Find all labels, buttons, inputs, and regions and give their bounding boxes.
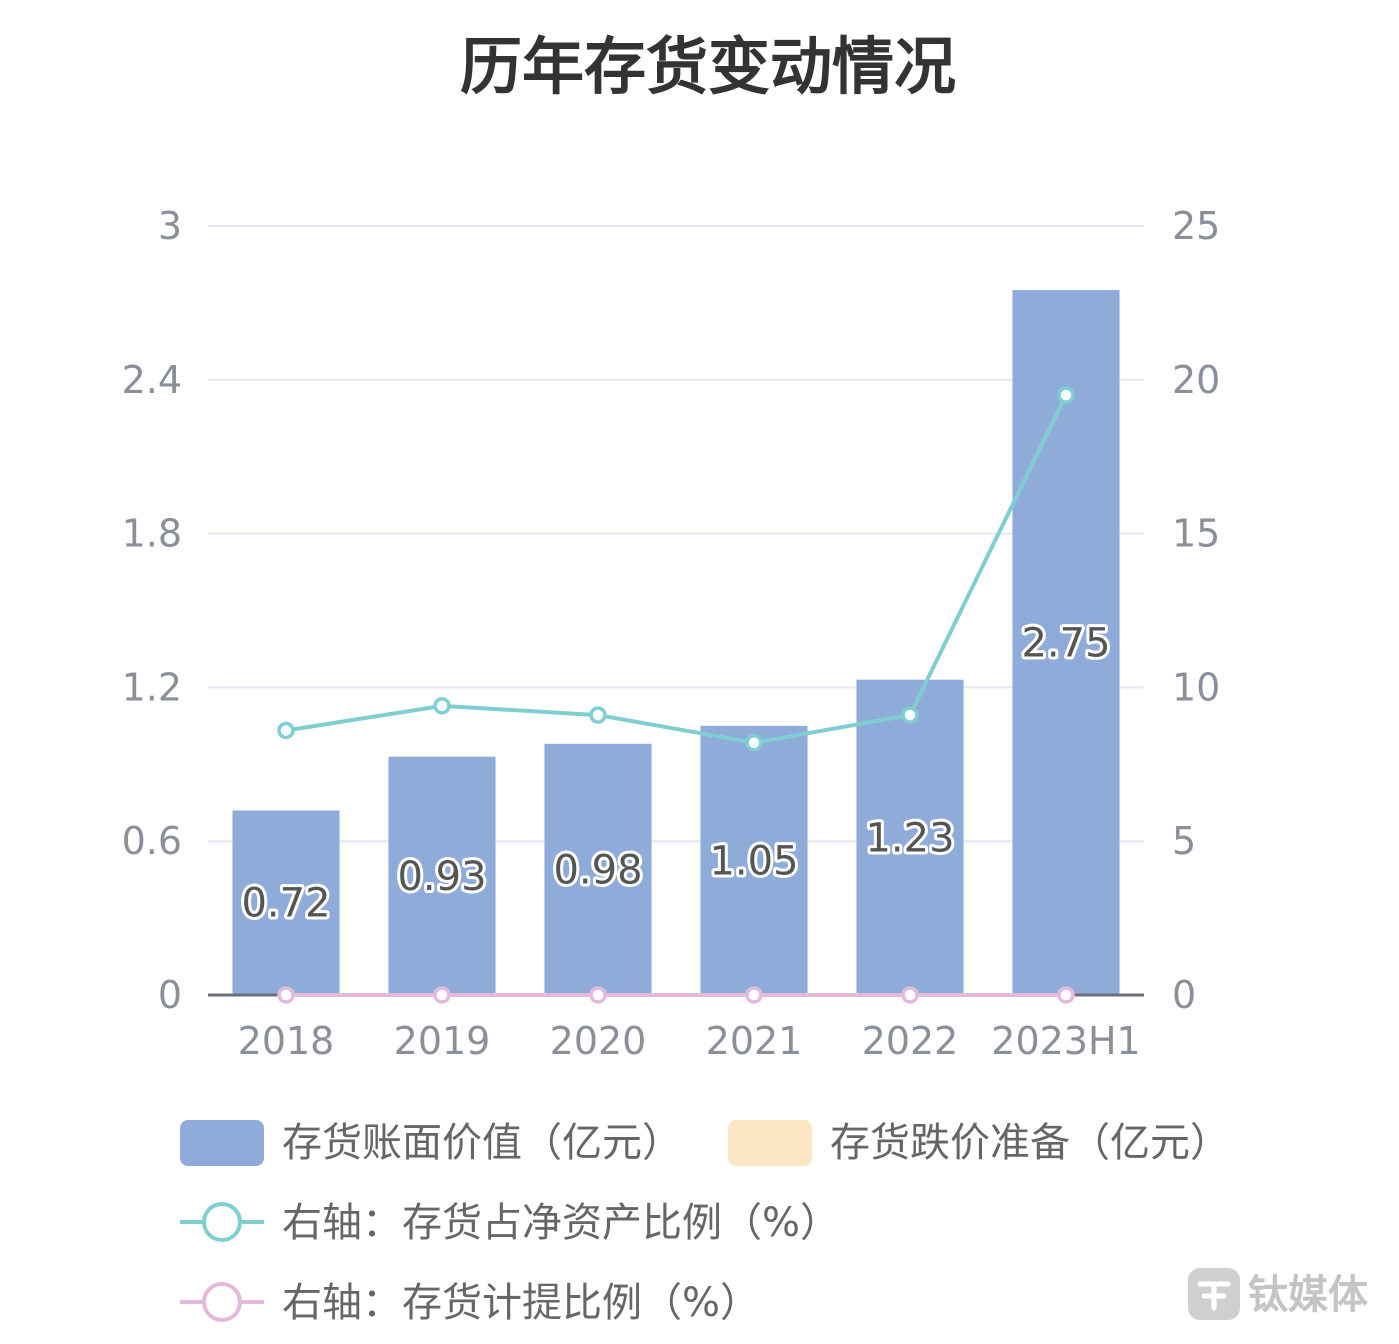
bar-data-labels: 0.72 0.93 0.98 1.05 1.23 2.75	[238, 618, 1113, 930]
point-provision-ratio	[589, 986, 607, 1004]
legend-marker-net-asset-ratio	[202, 1202, 242, 1242]
bar	[232, 810, 340, 995]
bar	[1012, 290, 1120, 995]
x-axis-tick-label: 2019	[394, 1019, 491, 1063]
point-provision-ratio	[277, 986, 295, 1004]
left-axis-tick-label: 1.2	[122, 665, 182, 709]
legend-label-impairment: 存货跌价准备（亿元）	[830, 1120, 1230, 1166]
point-net-asset-ratio	[1057, 386, 1075, 404]
legend-swatch-book-value	[180, 1120, 264, 1166]
legend-swatch-impairment	[728, 1120, 812, 1166]
watermark-text: 钛媒体	[1248, 1272, 1368, 1318]
point-provision-ratio	[1057, 986, 1075, 1004]
legend-label-book-value: 存货账面价值（亿元）	[282, 1120, 682, 1166]
point-net-asset-ratio	[277, 721, 295, 740]
bar	[700, 725, 808, 995]
bar-data-label: 0.98	[553, 847, 642, 893]
right-axis-tick-label: 0	[1172, 973, 1196, 1017]
bar-series	[232, 290, 1120, 995]
point-net-asset-ratio	[589, 706, 607, 724]
bar-data-label: 1.23	[865, 815, 954, 861]
legend-label-provision-ratio: 右轴：存货计提比例（%）	[282, 1280, 760, 1326]
legend-item-impairment[interactable]: 存货跌价准备（亿元）	[728, 1120, 1230, 1166]
point-provision-ratio	[745, 986, 763, 1004]
left-axis-tick-label: 0	[158, 973, 182, 1017]
legend-item-book-value[interactable]: 存货账面价值（亿元）	[180, 1120, 682, 1166]
right-axis-tick-label: 15	[1172, 512, 1220, 556]
point-net-asset-ratio	[433, 697, 451, 715]
bar-data-label: 0.72	[241, 881, 330, 927]
gridlines	[208, 225, 1144, 843]
x-axis-tick-label: 2020	[550, 1019, 647, 1063]
legend-item-net-asset-ratio[interactable]: 右轴：存货占净资产比例（%）	[180, 1200, 840, 1246]
bar	[388, 756, 496, 995]
point-net-asset-ratio	[901, 706, 919, 724]
left-axis-tick-label: 2.4	[122, 358, 182, 402]
right-axis-tick-label: 5	[1172, 819, 1196, 863]
line-net-asset-ratio	[285, 394, 1068, 745]
x-axis-tick-label: 2021	[706, 1019, 803, 1063]
bar-data-label: 0.93	[397, 854, 486, 900]
x-axis-tick-label: 2023H1	[991, 1019, 1140, 1063]
line-series	[277, 386, 1075, 1004]
point-provision-ratio	[901, 986, 919, 1004]
right-axis-tick-label: 10	[1172, 665, 1220, 709]
left-axis-tick-label: 1.8	[122, 512, 182, 556]
chart-title: 历年存货变动情况	[460, 30, 956, 103]
left-axis-tick-label: 3	[158, 204, 182, 248]
right-axis-tick-label: 20	[1172, 358, 1220, 402]
bar-data-label: 2.75	[1021, 621, 1110, 667]
watermark: 钛媒体	[1188, 1268, 1368, 1320]
bar-data-label: 1.05	[709, 838, 798, 884]
legend-item-provision-ratio[interactable]: 右轴：存货计提比例（%）	[180, 1280, 760, 1326]
left-axis: 0 0.6 1.2 1.8 2.4 3	[122, 204, 182, 1017]
left-axis-tick-label: 0.6	[122, 819, 182, 863]
legend-marker-provision-ratio	[202, 1282, 242, 1322]
point-net-asset-ratio	[745, 734, 763, 752]
x-axis-tick-label: 2022	[862, 1019, 959, 1063]
titanium-media-logo-icon	[1188, 1268, 1240, 1320]
right-axis: 0 5 10 15 20 25	[1172, 204, 1220, 1017]
legend: 存货账面价值（亿元） 存货跌价准备（亿元） 右轴：存货占净资产比例（%） 右轴：…	[180, 1120, 1230, 1326]
x-axis-tick-label: 2018	[238, 1019, 335, 1063]
point-provision-ratio	[433, 986, 451, 1004]
bar	[544, 743, 652, 995]
legend-label-net-asset-ratio: 右轴：存货占净资产比例（%）	[282, 1200, 840, 1246]
right-axis-tick-label: 25	[1172, 204, 1220, 248]
bar	[856, 679, 964, 995]
x-axis-ticks: 2018 2019 2020 2021 2022 2023H1	[238, 1019, 1141, 1063]
